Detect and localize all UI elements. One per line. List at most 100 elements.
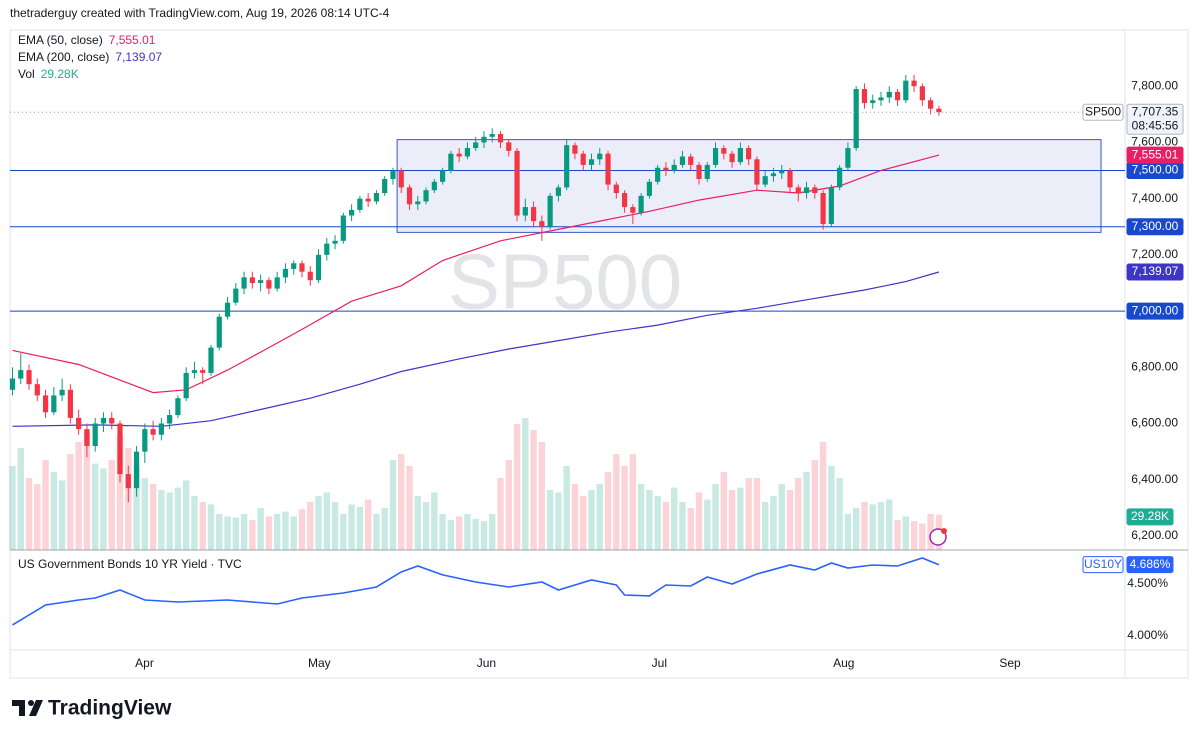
logo-mark xyxy=(29,700,43,716)
candle-body xyxy=(274,277,280,289)
volume-bar xyxy=(315,496,322,550)
candle-body xyxy=(729,153,735,163)
alert-dot xyxy=(941,528,947,534)
candle-body xyxy=(208,347,214,373)
volume-bar xyxy=(464,514,471,550)
volume-bar xyxy=(480,521,488,550)
candle-body xyxy=(76,417,82,430)
candle-body xyxy=(216,316,222,348)
volume-bar xyxy=(356,506,364,550)
volume-bar xyxy=(894,520,901,550)
ema-badge: 7,139.07 xyxy=(1132,264,1179,278)
candle-body xyxy=(564,145,570,188)
volume-bar xyxy=(116,436,124,550)
symbol-badge-bg xyxy=(1082,103,1124,121)
candle-body xyxy=(787,170,793,188)
volume-bar xyxy=(290,516,297,550)
volume-bar xyxy=(852,508,860,550)
volume-bar xyxy=(795,478,802,550)
candle-body xyxy=(423,190,429,202)
volume-bar xyxy=(844,514,852,550)
volume-bar xyxy=(17,448,24,550)
candle-body xyxy=(200,370,206,373)
header: thetraderguy created with TradingView.co… xyxy=(10,6,390,20)
candle-body xyxy=(638,195,644,213)
volume-bar xyxy=(240,514,248,550)
candle-body xyxy=(530,207,537,222)
y-tick-label: 6,800.00 xyxy=(1131,359,1178,373)
candle-body xyxy=(878,97,884,101)
candle-body xyxy=(506,142,512,151)
ema-line xyxy=(12,154,940,394)
candle-body xyxy=(894,91,901,101)
volume-bar xyxy=(778,484,785,550)
volume-bar xyxy=(9,466,16,550)
volume-bar xyxy=(414,496,421,550)
volume-bar xyxy=(811,460,819,550)
logo-mark xyxy=(28,700,34,706)
candle-body xyxy=(18,370,24,379)
volume-bar xyxy=(571,484,579,550)
volume-bar xyxy=(910,521,918,550)
logo-text: TradingView xyxy=(48,697,172,720)
volume-bar xyxy=(174,487,182,550)
candle-body xyxy=(448,153,454,171)
candle-body xyxy=(133,451,140,489)
candle-body xyxy=(853,89,859,149)
volume-bar xyxy=(75,442,82,550)
candle-body xyxy=(390,170,396,179)
legend-label: EMA (200, close) xyxy=(18,50,109,64)
candle-body xyxy=(125,474,131,489)
volume-bar xyxy=(861,502,868,550)
candle-body xyxy=(712,148,719,165)
candle-body xyxy=(26,370,32,385)
candle-body xyxy=(795,187,801,194)
volume-bar xyxy=(902,516,910,550)
volume-bar xyxy=(555,492,562,550)
volume-bar xyxy=(340,514,347,550)
candle-body xyxy=(357,198,363,210)
level-badge-bg xyxy=(1126,218,1184,236)
candle-body xyxy=(51,395,57,413)
candle-body xyxy=(299,263,305,272)
candle-body xyxy=(779,170,785,174)
candle-body xyxy=(9,378,16,390)
volume-bar xyxy=(919,523,926,550)
candle-body xyxy=(522,207,528,216)
volume-bar xyxy=(298,509,306,550)
candle-body xyxy=(820,193,826,224)
volume-bar xyxy=(472,518,479,550)
volume-bar xyxy=(588,490,595,550)
volume-bar xyxy=(563,466,570,550)
volume-bar xyxy=(398,454,405,550)
candle-body xyxy=(481,136,487,143)
candle-body xyxy=(92,423,98,446)
volume-bar xyxy=(331,502,339,550)
candle-body xyxy=(249,277,255,283)
volume-bar xyxy=(249,520,256,550)
volume-bar xyxy=(265,516,273,550)
candle-body xyxy=(903,80,909,101)
level-badge: 7,500.00 xyxy=(1132,163,1179,177)
volume-bar xyxy=(513,424,521,550)
volume-bar xyxy=(216,514,223,550)
legend-value: 29.28K xyxy=(41,67,79,81)
candle-body xyxy=(555,187,562,196)
volume-bar xyxy=(439,514,446,550)
volume-bar xyxy=(869,504,876,550)
symbol-badge-bg xyxy=(1082,556,1124,574)
level-badge: 7,000.00 xyxy=(1132,303,1179,317)
volume-bar xyxy=(91,463,99,550)
x-tick-label: Aug xyxy=(833,656,854,670)
x-tick-label: Jul xyxy=(652,656,667,670)
candle-body xyxy=(117,423,123,475)
candle-body xyxy=(84,429,90,446)
volume-bar xyxy=(381,508,388,550)
volume-bar xyxy=(431,492,438,550)
candle-body xyxy=(911,80,917,87)
volume-bar xyxy=(282,511,289,550)
symbol-badge: US10Y xyxy=(1084,557,1122,571)
ema-line xyxy=(12,271,940,427)
candle-body xyxy=(373,193,380,202)
plot: SP500 7,800.00 7,600.00 7,400.00 7,200.00 7,0… xyxy=(9,33,1184,670)
